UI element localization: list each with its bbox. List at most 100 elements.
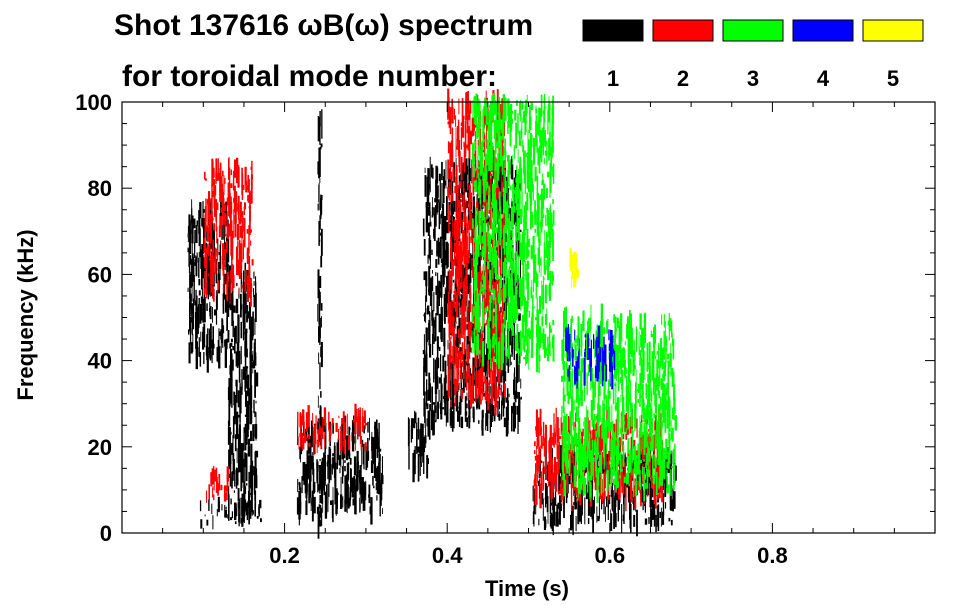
spectral-mark <box>194 259 197 266</box>
spectral-mark <box>507 217 509 236</box>
spectral-mark <box>539 107 542 122</box>
spectral-mark <box>470 192 472 203</box>
spectral-mark <box>481 359 484 386</box>
spectral-mark <box>472 258 474 272</box>
spectral-mark <box>576 435 577 463</box>
spectral-mark <box>603 336 605 363</box>
spectral-mark <box>583 470 585 476</box>
spectral-mark <box>241 211 244 232</box>
spectral-mark <box>318 182 320 211</box>
spectral-mark <box>483 345 485 353</box>
spectral-mark <box>498 240 500 258</box>
spectral-mark <box>453 297 455 308</box>
spectral-mark <box>517 312 520 315</box>
spectral-mark <box>451 194 453 217</box>
spectral-mark <box>336 442 338 470</box>
spectral-mark <box>495 240 499 248</box>
spectral-mark <box>633 439 636 449</box>
spectral-mark <box>593 439 594 447</box>
spectral-mark <box>319 178 321 184</box>
spectral-mark <box>497 187 500 199</box>
spectral-mark <box>667 320 670 326</box>
spectral-mark <box>360 441 363 447</box>
spectral-mark <box>527 272 530 301</box>
spectral-mark <box>491 151 493 171</box>
spectral-mark <box>630 468 632 478</box>
spectral-mark <box>519 260 521 284</box>
spectral-mark <box>532 294 534 320</box>
spectral-mark <box>517 237 520 257</box>
spectral-mark <box>444 318 446 324</box>
spectral-mark <box>487 353 490 360</box>
spectral-mark <box>472 406 475 419</box>
spectral-mark <box>471 373 473 385</box>
spectral-mark <box>574 497 577 510</box>
spectral-mark <box>335 496 337 516</box>
spectral-mark <box>255 452 257 470</box>
spectral-mark <box>473 199 475 213</box>
spectral-mark <box>478 172 480 190</box>
spectral-mark <box>670 469 672 496</box>
spectral-mark <box>476 169 478 192</box>
spectral-mark <box>486 181 489 189</box>
spectral-mark <box>453 200 456 212</box>
spectral-mark <box>452 221 454 237</box>
spectral-mark <box>426 418 428 427</box>
spectral-mark <box>604 437 606 466</box>
spectral-mark <box>472 267 474 278</box>
spectral-mark <box>511 285 513 295</box>
spectral-mark <box>449 309 452 334</box>
spectral-mark <box>198 210 201 234</box>
spectral-mark <box>627 385 629 406</box>
spectral-mark <box>203 229 204 254</box>
spectral-mark <box>429 221 432 227</box>
spectral-mark <box>480 281 482 293</box>
spectral-mark <box>245 390 248 407</box>
spectral-mark <box>237 259 240 276</box>
spectral-mark <box>492 370 494 393</box>
spectral-mark <box>238 507 240 523</box>
spectral-mark <box>235 157 239 184</box>
spectral-mark <box>476 321 478 350</box>
spectral-mark <box>252 465 254 476</box>
spectral-mark <box>659 511 662 518</box>
spectral-mark <box>246 511 249 521</box>
spectral-mark <box>428 372 431 400</box>
spectral-mark <box>533 137 536 165</box>
spectral-mark <box>466 269 468 293</box>
spectral-mark <box>596 336 598 357</box>
spectral-mark <box>609 329 612 357</box>
spectral-mark <box>442 235 446 253</box>
spectral-mark <box>587 482 590 499</box>
spectral-mark <box>309 436 312 461</box>
spectral-mark <box>431 386 433 417</box>
spectral-mark <box>222 249 224 268</box>
spectral-mark <box>364 483 367 495</box>
spectral-mark <box>593 425 596 437</box>
spectral-mark <box>482 302 484 331</box>
spectral-mark <box>237 314 240 343</box>
spectral-mark <box>501 400 503 420</box>
spectral-mark <box>479 128 482 145</box>
spectral-mark <box>535 253 537 275</box>
spectral-mark <box>462 230 466 247</box>
spectral-mark <box>585 339 587 351</box>
spectral-mark <box>454 288 456 298</box>
spectral-mark <box>320 341 323 368</box>
spectral-mark <box>532 236 535 259</box>
spectral-mark <box>664 412 667 433</box>
spectral-mark <box>566 443 569 474</box>
spectral-mark <box>211 274 214 297</box>
spectral-mark <box>530 203 532 230</box>
spectral-mark <box>471 322 473 327</box>
spectral-mark <box>674 415 677 431</box>
spectral-mark <box>560 476 563 501</box>
spectral-mark <box>637 485 640 491</box>
spectral-mark <box>245 427 248 437</box>
spectral-mark <box>237 434 240 444</box>
spectral-mark <box>580 443 583 471</box>
spectral-mark <box>576 361 578 389</box>
spectral-mark <box>317 116 319 142</box>
spectral-mark <box>460 416 464 429</box>
spectral-mark <box>478 320 481 332</box>
